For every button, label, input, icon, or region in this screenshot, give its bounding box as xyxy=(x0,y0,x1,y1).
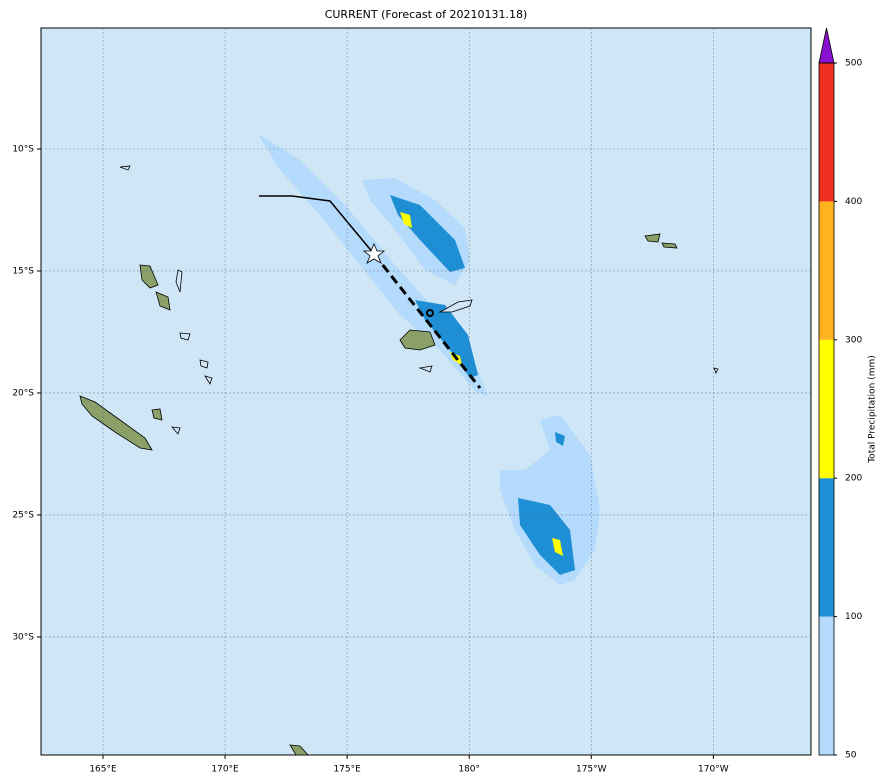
colorbar-segment xyxy=(819,478,834,617)
colorbar: 50 100 200 300 400 500 Total Precipitation (mm… xyxy=(818,27,878,761)
colorbar-frame xyxy=(818,62,835,756)
map-title: CURRENT (Forecast of 20210131.18) xyxy=(325,8,528,21)
colorbar-label: Total Precipitation (mm) xyxy=(868,355,878,464)
colorbar-extend xyxy=(818,27,835,64)
lon-label: 170°W xyxy=(698,765,729,775)
land xyxy=(79,165,719,756)
lat-label: 30°S xyxy=(12,632,34,642)
lon-label: 165°E xyxy=(89,765,117,775)
colorbar-tick-label: 200 xyxy=(845,474,862,484)
ocean xyxy=(40,27,812,756)
lon-label: 170°E xyxy=(211,765,239,775)
lat-label: 10°S xyxy=(12,145,34,155)
lat-label: 25°S xyxy=(12,510,34,520)
colorbar-segment xyxy=(819,339,834,479)
colorbar-tick-label: 50 xyxy=(845,751,857,761)
colorbar-tick-label: 300 xyxy=(845,335,862,345)
colorbar-segment xyxy=(819,201,834,340)
lat-label: 15°S xyxy=(12,266,34,276)
colorbar-segment xyxy=(819,616,834,755)
colorbar-segment xyxy=(819,63,834,202)
lat-label: 20°S xyxy=(12,388,34,398)
lon-label: 175°E xyxy=(333,765,361,775)
colorbar-tick-label: 100 xyxy=(845,612,862,622)
graticule: 165°E 170°E 175°E 180° 175°W 170°W 10°S 15°S 20°… xyxy=(12,28,811,775)
colorbar-tick-label: 400 xyxy=(845,197,862,207)
map-area xyxy=(40,27,812,756)
lon-label: 180° xyxy=(458,765,480,775)
colorbar-tick-label: 500 xyxy=(845,59,862,69)
storm-track xyxy=(259,195,482,389)
lon-label: 175°W xyxy=(576,765,607,775)
